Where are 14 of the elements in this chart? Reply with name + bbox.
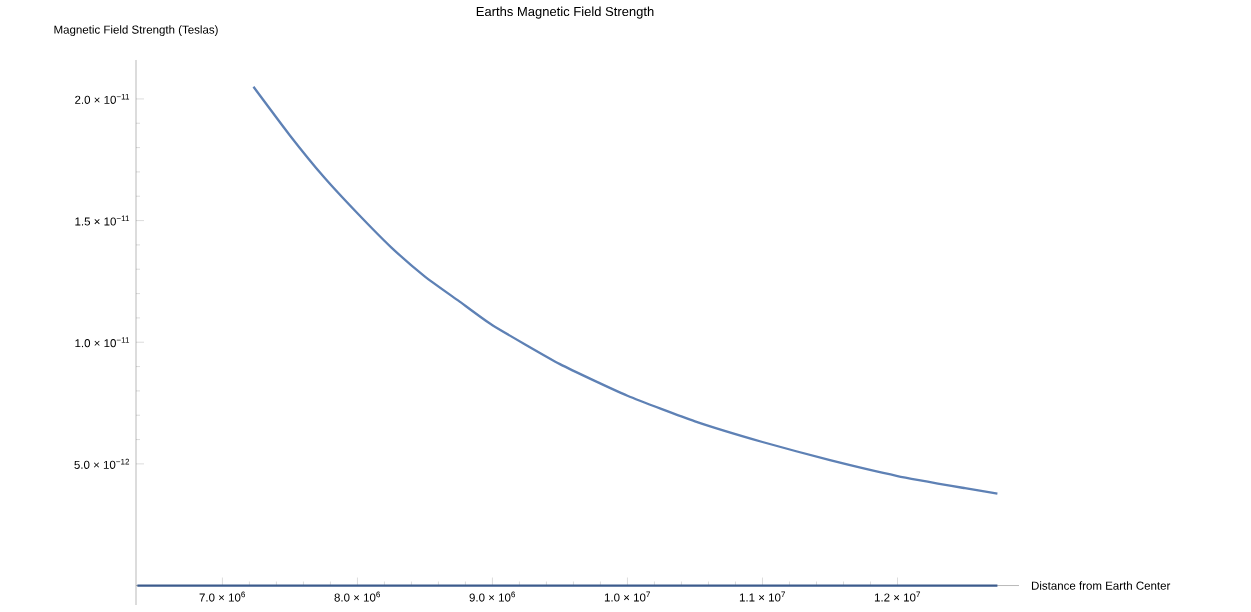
x-tick-label: 1.0 × 10$^{7}$ bbox=[604, 591, 650, 602]
y-tick-label: 5.0 × 10$^{−12}$ bbox=[74, 458, 130, 469]
y-tick-label: 1.5 × 10$^{−11}$ bbox=[75, 215, 130, 226]
x-tick-label: 7.0 × 10$^{6}$ bbox=[199, 591, 245, 602]
line-series bbox=[252, 85, 999, 495]
x-tick-label: 8.0 × 10$^{6}$ bbox=[334, 591, 381, 602]
x-tick-label: 9.0 × 10$^{6}$ bbox=[469, 591, 516, 602]
x-axis-title: Distance from Earth Center bbox=[1031, 581, 1171, 590]
y-tick-label: 2.0 × 10$^{−11}$ bbox=[75, 93, 130, 104]
x-tick-label: 1.1 × 10$^{7}$ bbox=[739, 591, 786, 602]
x-tick-label: 1.2 × 10$^{7}$ bbox=[874, 591, 921, 602]
chart-title: Earths Magnetic Field Strength bbox=[476, 6, 654, 19]
y-axis-title: Magnetic Field Strength (Teslas) bbox=[54, 25, 218, 36]
y-tick-label: 1.0 × 10$^{−11}$ bbox=[75, 337, 130, 348]
